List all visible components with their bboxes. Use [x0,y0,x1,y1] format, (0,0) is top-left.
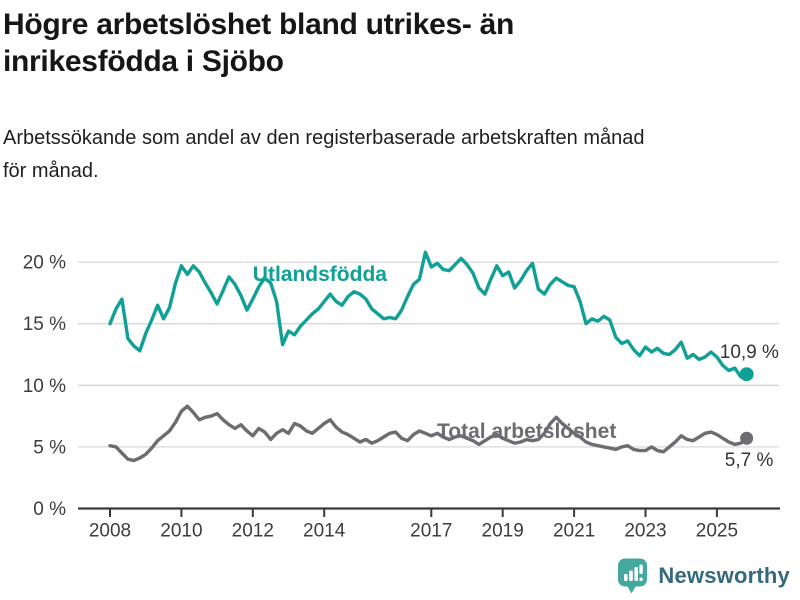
svg-text:15 %: 15 % [23,314,66,335]
value-annotations: 10,9 % 5,7 % [720,342,779,471]
chart-subtitle-line-1: Arbetssökande som andel av den registerb… [3,127,645,149]
chart-svg: 0 %5 %10 %15 %20 %2008 2010 2012 2014 2017 20… [23,250,780,542]
svg-text:2008: 2008 [89,521,131,542]
value-annotation: 5,7 % [725,450,774,471]
value-annotation: 10,9 % [720,342,779,363]
svg-text:2023: 2023 [624,521,666,542]
x-axis: 2008 2010 2012 2014 2017 2019 2021 2023 2025 [78,507,780,542]
svg-text:2017: 2017 [410,521,452,542]
chart-subtitle-line-2: för månad. [3,160,99,182]
chart-area: 0 % 5 % 10 % 15 % 20 % 2008 2010 2012 2014 2017 20… [0,215,800,560]
series-label: Total arbetslöshet [437,420,616,443]
svg-text:2010: 2010 [160,521,202,542]
svg-text:2021: 2021 [553,521,595,542]
gridlines [78,261,779,448]
svg-text:10 %: 10 % [23,376,66,397]
svg-text:20 %: 20 % [23,253,66,274]
series-end-dot [740,431,754,445]
svg-text:0 %: 0 % [33,499,66,520]
series-total-arbetsloshet: Total arbetslöshet [108,404,754,463]
chart-subtitle: Arbetssökande som andel av den registerb… [3,122,645,188]
svg-text:5 %: 5 % [33,437,66,458]
y-axis-labels: 0 % 5 % 10 % 15 % 20 % [23,253,66,520]
series-line [108,404,749,463]
chart-title-line-1: Högre arbetslöshet bland utrikes- än [3,8,514,41]
svg-text:2012: 2012 [232,521,274,542]
series-label: Utlandsfödda [253,263,387,286]
series-utlandsfodda: Utlandsfödda [108,250,754,382]
chart-title-line-2: inrikesfödda i Sjöbo [3,45,284,78]
footer-logo: Newsworthy [617,556,790,596]
svg-text:2019: 2019 [482,521,524,542]
svg-text:2014: 2014 [303,521,346,542]
newsworthy-wordmark: Newsworthy [658,563,790,588]
chart-title: Högre arbetslöshet bland utrikes- än inr… [3,6,514,80]
series-line [108,250,749,379]
newsworthy-icon [618,558,648,594]
svg-text:2025: 2025 [696,521,738,542]
series-end-dot [739,367,754,382]
